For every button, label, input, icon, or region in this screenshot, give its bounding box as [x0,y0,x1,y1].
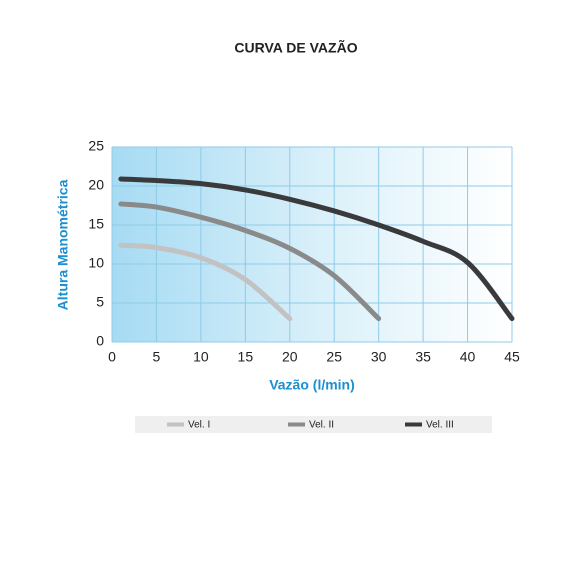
x-tick-label: 15 [238,349,254,365]
x-tick-label: 45 [504,349,520,365]
series-line [118,242,293,322]
x-tick-label: 35 [415,349,431,365]
series-line [118,176,515,322]
y-tick-label: 15 [88,216,104,232]
legend-label: Vel. III [426,420,454,431]
x-tick-label: 20 [282,349,298,365]
legend-label: Vel. I [188,420,210,431]
y-tick-label: 5 [96,294,104,310]
x-tick-label: 30 [371,349,387,365]
legend-label: Vel. II [309,420,334,431]
x-axis-label: Vazão (l/min) [269,377,355,393]
y-tick-label: 25 [88,138,104,154]
x-tick-label: 10 [193,349,209,365]
x-tick-label: 0 [108,349,116,365]
y-axis-label: Altura Manométrica [55,179,71,310]
series-line [118,201,382,322]
chart-title: CURVA DE VAZÃO [234,39,357,56]
y-tick-label: 10 [88,255,104,271]
y-tick-label: 0 [96,333,104,349]
x-tick-label: 25 [326,349,342,365]
plot-area [112,147,512,342]
x-tick-label: 5 [153,349,161,365]
y-tick-label: 20 [88,177,104,193]
legend [135,416,492,433]
x-tick-label: 40 [460,349,476,365]
